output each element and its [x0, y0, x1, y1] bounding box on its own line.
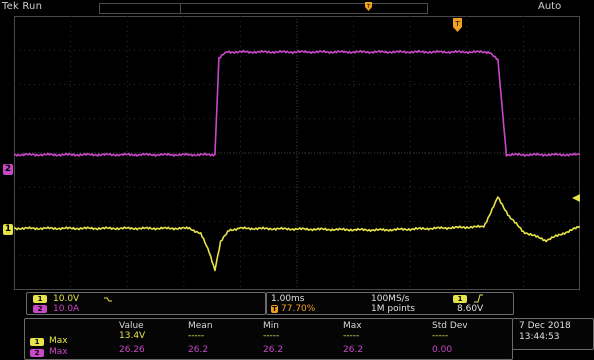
- trigger-level: 8.60V: [457, 304, 484, 314]
- rising-edge-icon: [474, 294, 483, 303]
- measurement-max: -----: [343, 331, 360, 341]
- column-header-std-dev: Std Dev: [432, 321, 468, 331]
- measurement-min: 26.2: [263, 345, 284, 355]
- ch1-badge: 1: [33, 295, 47, 303]
- date-time-display: 7 Dec 2018 13:44:53: [512, 318, 594, 350]
- waveform-ch1: [14, 196, 580, 272]
- timebase: 1.00ms: [271, 294, 305, 304]
- measurement-min: -----: [263, 331, 280, 341]
- trigger-position-badge: T: [271, 305, 278, 313]
- trigger-mode[interactable]: Auto: [538, 1, 562, 12]
- svg-text:T: T: [366, 4, 371, 10]
- horizontal-trigger-panel[interactable]: 1.00ms T 77.70% 100MS/s 1M points 1 8.60…: [266, 292, 514, 315]
- waveform-ch2: [14, 49, 580, 157]
- measurement-table[interactable]: Value Mean Min Max Std Dev 1 Max 13.4V -…: [24, 318, 513, 360]
- measurement-value: 13.4V: [119, 331, 146, 341]
- trigger-position-icon: T: [453, 18, 462, 32]
- column-header-max: Max: [343, 321, 362, 331]
- status-bar: Tek Run T Auto: [0, 0, 594, 14]
- column-header-mean: Mean: [188, 321, 213, 331]
- trigger-level-icon[interactable]: [572, 194, 580, 202]
- measurement-mean: -----: [188, 331, 205, 341]
- channel-scale-panel[interactable]: 1 10.0V 2 10.0A: [26, 292, 266, 315]
- coupling-icon: [104, 297, 112, 302]
- measurement-std-dev: 0.00: [432, 345, 453, 355]
- column-header-value: Value: [119, 321, 144, 331]
- measurement-value: 26.26: [119, 345, 145, 355]
- column-header-min: Min: [263, 321, 279, 331]
- measurement-mean: 26.2: [188, 345, 209, 355]
- svg-text:T: T: [454, 20, 460, 28]
- ch2-badge: 2: [33, 305, 47, 313]
- time-label: 13:44:53: [519, 332, 560, 342]
- ch1-badge: 1: [30, 338, 44, 346]
- trigger-source-badge: 1: [453, 295, 467, 303]
- record-length: 1M points: [371, 304, 415, 314]
- acquisition-status: Tek Run: [2, 1, 43, 12]
- trigger-position: 77.70%: [281, 304, 316, 314]
- ch1-scale: 10.0V: [53, 294, 80, 304]
- date-label: 7 Dec 2018: [519, 321, 571, 331]
- waveform-screen: [14, 16, 580, 290]
- sample-rate: 100MS/s: [371, 294, 410, 304]
- trigger-position-top-icon: T: [365, 2, 372, 11]
- measurement-name: Max: [49, 347, 68, 357]
- measurement-max: 26.2: [343, 345, 364, 355]
- record-view-bar: [99, 3, 428, 14]
- ch2-badge: 2: [30, 349, 44, 357]
- ch2-scale: 10.0A: [53, 304, 80, 314]
- measurement-name: Max: [49, 336, 68, 346]
- ch2-ground-marker[interactable]: 2: [3, 164, 13, 175]
- measurement-std-dev: -----: [432, 331, 449, 341]
- settings-bar: 1 10.0V 2 10.0A 1.00ms T 77.70% 100MS/s …: [14, 292, 580, 315]
- graticule: [14, 16, 580, 290]
- ch1-ground-marker[interactable]: 1: [3, 224, 13, 235]
